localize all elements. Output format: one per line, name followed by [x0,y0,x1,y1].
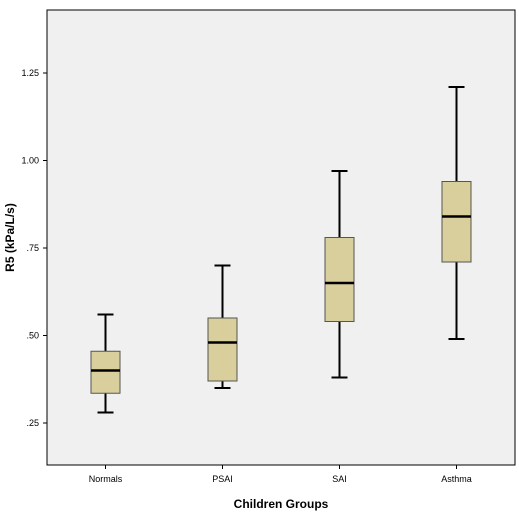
x-axis-title: Children Groups [234,497,329,511]
box-normals [90,313,121,414]
iqr-box [207,317,238,382]
y-tick-label: 1.25 [21,68,39,78]
box-psai [207,264,238,389]
box-sai [324,170,355,379]
x-tick-label: PSAI [212,474,233,484]
iqr-box [324,237,355,322]
x-tick-label: Normals [89,474,123,484]
y-tick-label: .75 [26,243,39,253]
x-tick-label: SAI [332,474,347,484]
x-axis: Normals PSAI SAI Asthma [89,465,472,484]
box-asthma [441,86,472,340]
plot-area [46,9,516,466]
iqr-box [441,181,472,263]
y-tick-label: .25 [26,418,39,428]
y-tick-label: 1.00 [21,156,39,166]
iqr-box [90,350,121,394]
y-axis: .25 .50 .75 1.00 1.25 [21,68,47,428]
boxes-group [90,86,472,414]
x-tick-label: Asthma [441,474,472,484]
y-axis-title: R5 (kPa/L/s) [3,203,17,272]
y-tick-label: .50 [26,331,39,341]
